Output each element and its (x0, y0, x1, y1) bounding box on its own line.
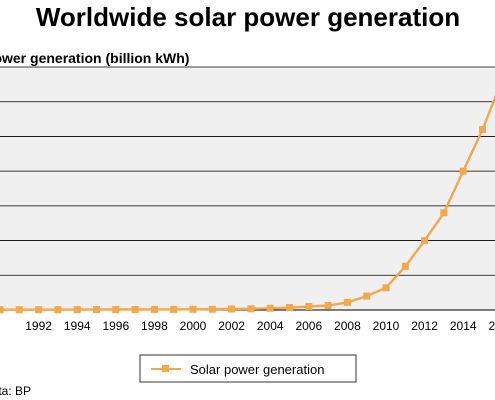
data-point-1991 (15, 306, 23, 314)
data-point-2006 (305, 303, 313, 310)
data-point-1997 (131, 306, 139, 313)
x-tick-label-1: 1994 (64, 319, 91, 333)
gridlines (0, 66, 495, 311)
x-tick-label-4: 2000 (180, 319, 207, 333)
series-layer (0, 94, 495, 314)
y-axis-label: Solar power generation (billion kWh) (0, 50, 189, 66)
data-point-1993 (54, 306, 62, 314)
legend-series-label: Solar power generation (190, 362, 324, 377)
data-point-2012 (421, 237, 429, 245)
data-point-2011 (401, 262, 409, 270)
data-point-1990 (0, 306, 4, 314)
data-point-2000 (189, 305, 197, 313)
data-point-2007 (324, 302, 332, 309)
x-tick-label-7: 2006 (295, 319, 322, 333)
data-point-1996 (112, 306, 120, 313)
data-point-1995 (93, 306, 100, 314)
data-point-2001 (208, 305, 216, 313)
data-point-2013 (440, 209, 448, 217)
data-point-2005 (286, 304, 293, 312)
data-point-2002 (228, 305, 236, 313)
data-point-1999 (170, 305, 178, 313)
plot-area (0, 67, 495, 310)
data-point-2015 (479, 126, 486, 133)
data-point-2010 (382, 284, 390, 292)
legend: Solar power generation (139, 354, 357, 383)
x-tick-label-0: 1992 (25, 319, 52, 333)
data-point-2014 (459, 167, 467, 175)
x-tick-labels: 1992 1994 1996 1998 2000 2002 2004 2006 2008 2010… (25, 319, 495, 333)
source-note: Data: BP (0, 384, 31, 398)
x-tick-label-12: 2016 (488, 319, 495, 333)
data-point-1998 (150, 305, 158, 313)
x-tick-label-9: 2010 (373, 319, 400, 333)
chart-title: Worldwide solar power generation (36, 2, 460, 32)
legend-box (139, 354, 357, 383)
data-point-2004 (266, 304, 274, 312)
x-tick-label-8: 2008 (334, 319, 361, 333)
x-tick-label-6: 2004 (257, 319, 284, 333)
x-tick-label-3: 1998 (141, 319, 168, 333)
legend-series-marker (162, 365, 169, 372)
x-tick-label-2: 1996 (102, 319, 129, 333)
data-point-2008 (343, 298, 351, 306)
data-point-1992 (35, 306, 43, 314)
x-tick-label-10: 2012 (411, 319, 438, 333)
data-point-2003 (247, 305, 255, 313)
x-tick-label-11: 2014 (450, 319, 477, 333)
x-tick-label-5: 2002 (218, 319, 245, 333)
data-point-2009 (363, 292, 371, 300)
data-point-1994 (73, 306, 81, 314)
